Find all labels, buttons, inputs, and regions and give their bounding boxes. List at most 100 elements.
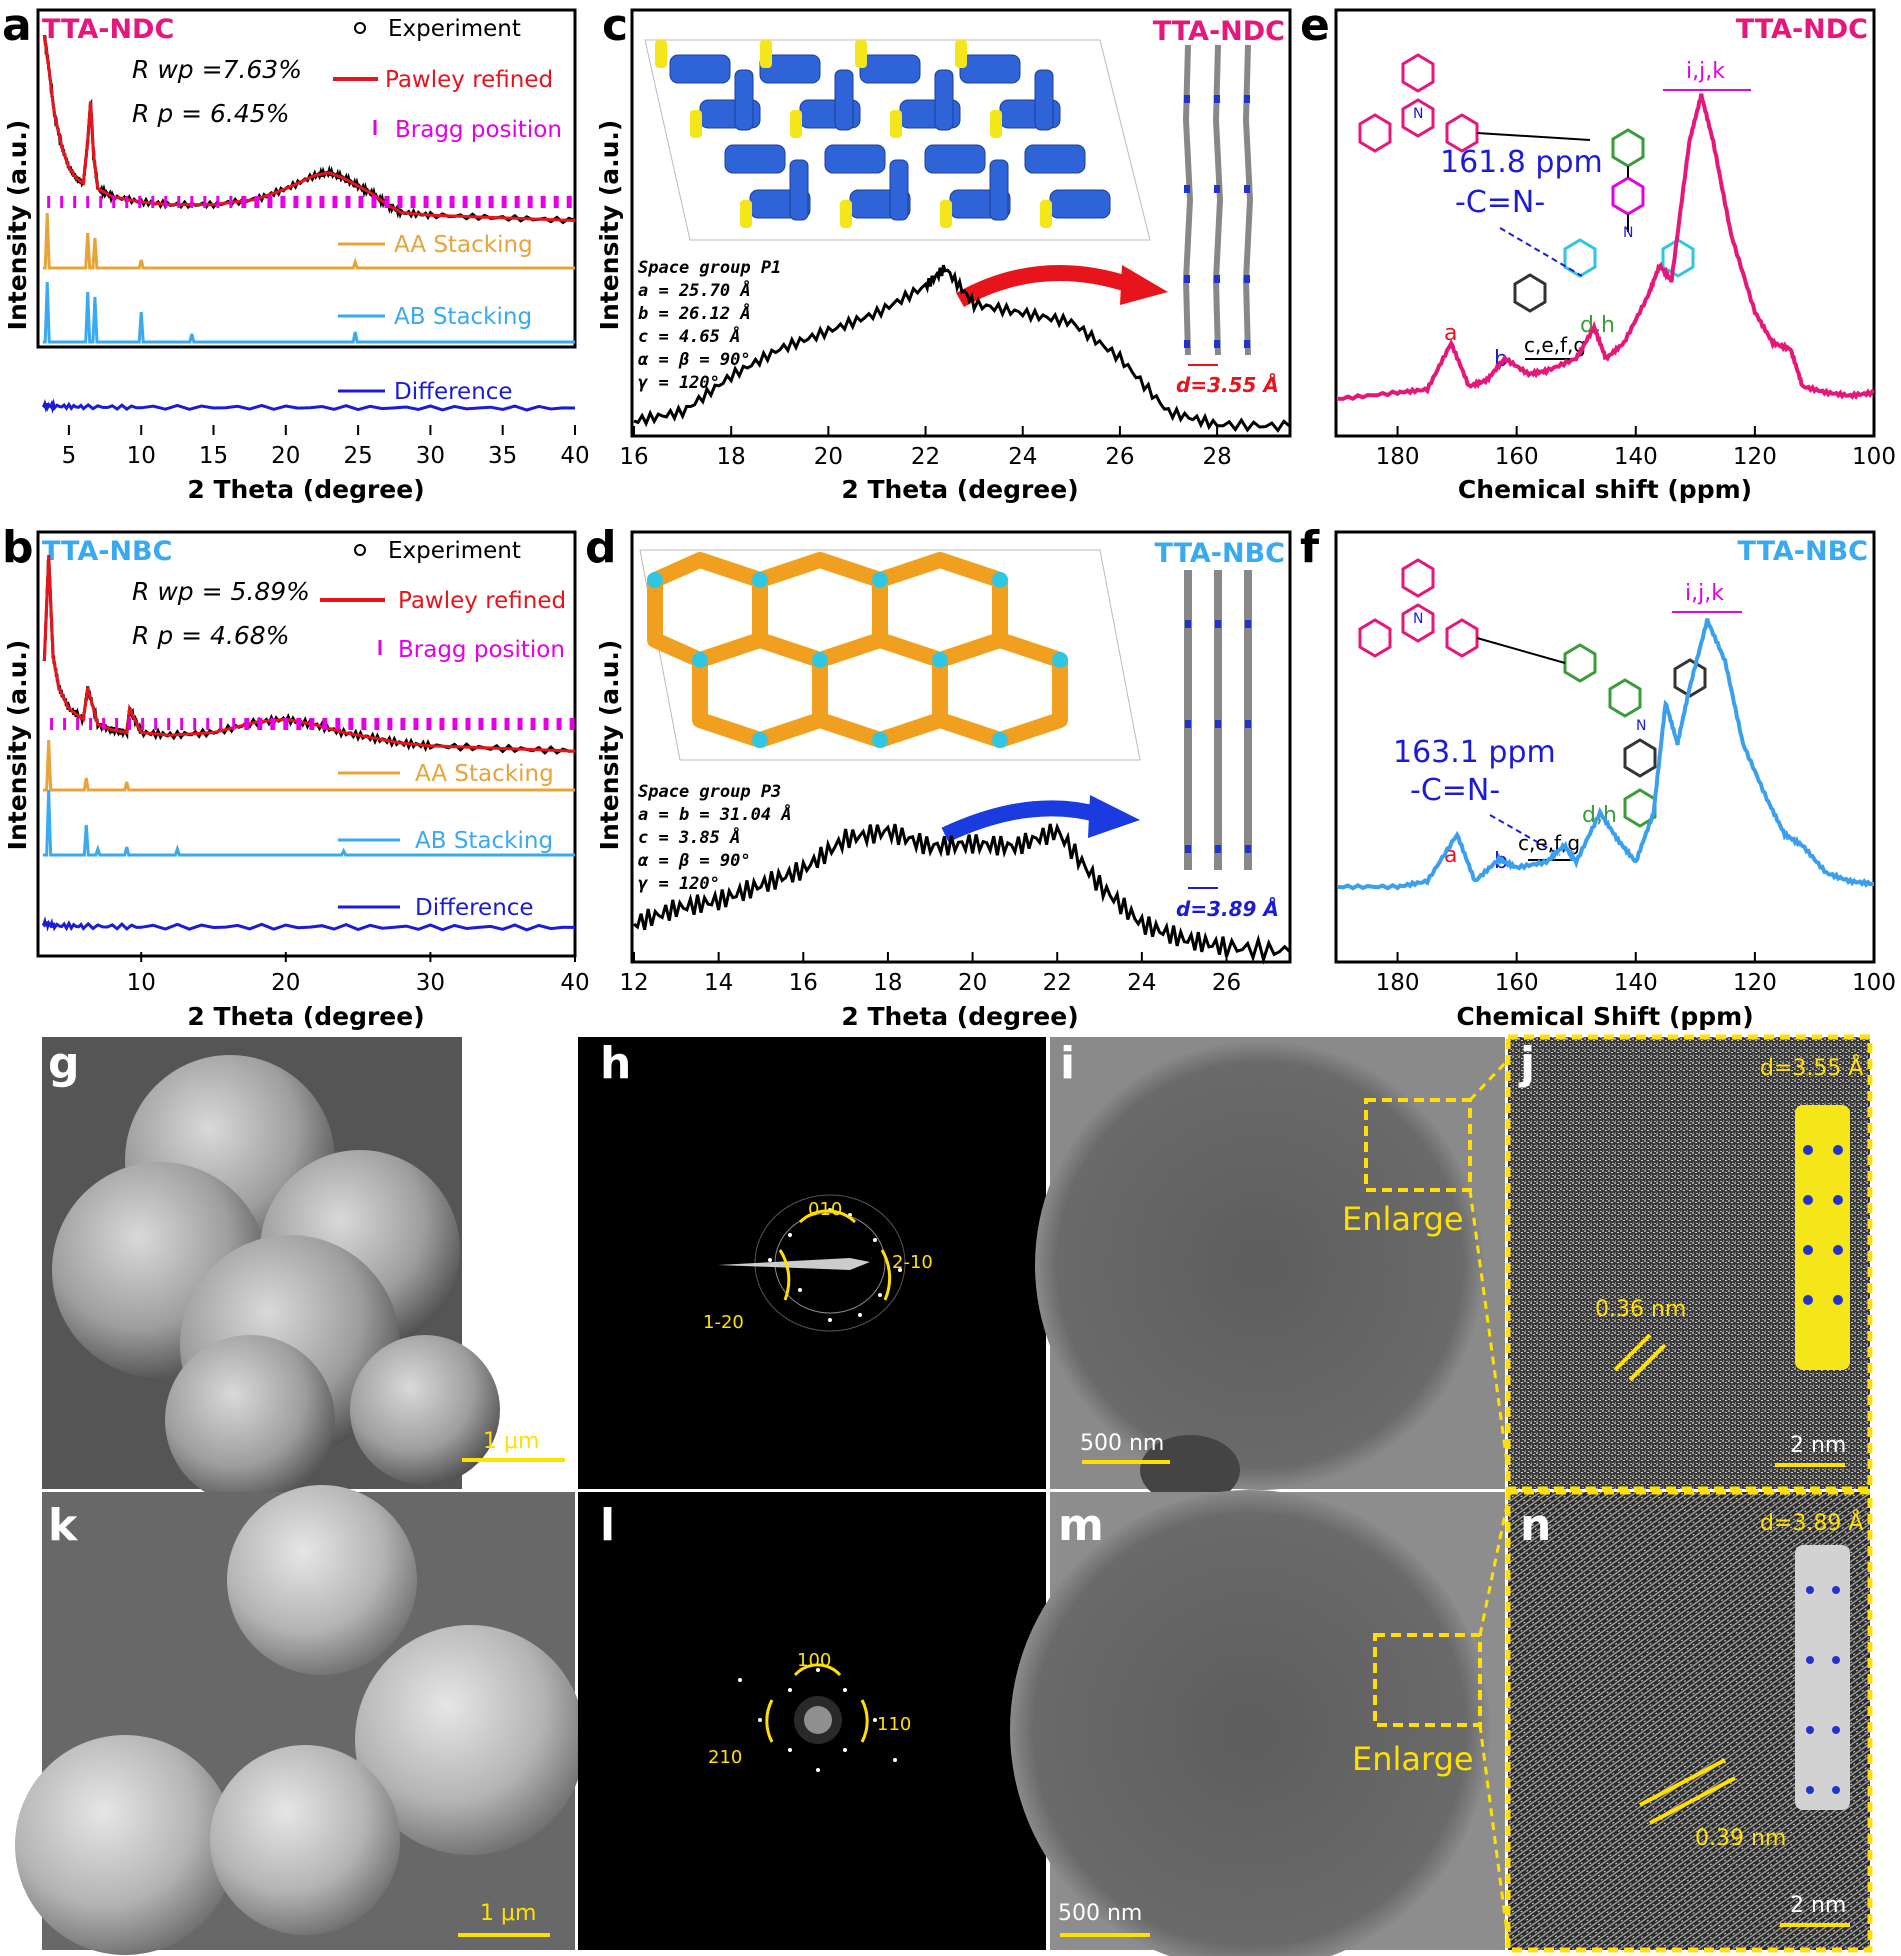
panel-l: l 100 110 210 xyxy=(578,1492,1046,1950)
triazine-n: N xyxy=(1413,106,1423,122)
x-tick-label: 12 xyxy=(619,970,648,996)
ndc-stacking-model xyxy=(1182,44,1254,356)
panel-d-frame xyxy=(630,530,1292,964)
x-tick-label: 100 xyxy=(1852,970,1896,996)
panel-f-frame xyxy=(1334,530,1876,964)
x-tick-label: 35 xyxy=(488,443,517,469)
panel-j-letter: j xyxy=(1518,1038,1535,1089)
pxrd-line xyxy=(633,264,1291,433)
stacking-model-yellow xyxy=(1795,1105,1850,1370)
x-tick-label: 140 xyxy=(1614,970,1658,996)
panel-b-curves xyxy=(41,554,576,932)
x-tick-label: 30 xyxy=(416,443,445,469)
panel-k-scale: 1 μm xyxy=(480,1901,536,1926)
panel-f-xticks: 180 160 140 120 100 xyxy=(1376,952,1896,996)
x-tick-label: 120 xyxy=(1733,444,1777,470)
x-tick-label: 18 xyxy=(873,970,902,996)
hrtem-frame-n xyxy=(1505,1489,1873,1953)
x-tick-label: 24 xyxy=(1008,444,1037,470)
panel-j-scale: 2 nm xyxy=(1790,1433,1846,1458)
panel-i: Enlarge i 500 nm xyxy=(1035,1037,1505,1505)
panel-a-ylabel: Intensity (a.u.) xyxy=(3,120,32,331)
x-tick-label: 16 xyxy=(789,970,818,996)
panel-e-xticks: 180 160 140 120 100 xyxy=(1376,426,1896,470)
panel-b-xticks: 10 20 30 40 xyxy=(127,952,590,996)
panel-e-cefg: c,e,f,g xyxy=(1524,333,1586,357)
stacking-model-grey xyxy=(1795,1545,1850,1810)
panel-d-param-gamma: γ = 120° xyxy=(638,874,720,894)
panel-j-spacing: 0.36 nm xyxy=(1595,1297,1686,1322)
legend-difference: Difference xyxy=(394,379,513,405)
enlarge-box xyxy=(1373,1633,1482,1727)
x-tick-label: 15 xyxy=(199,443,228,469)
panel-f-curves xyxy=(1337,618,1875,891)
x-tick-label: 26 xyxy=(1105,444,1134,470)
x-tick-label: 22 xyxy=(1043,970,1072,996)
saed-label-210: 210 xyxy=(708,1747,742,1768)
panel-a-xticks: 5 10 15 20 25 30 35 40 xyxy=(62,425,590,469)
x-tick-label: 30 xyxy=(416,970,445,996)
panel-e-xlabel: Chemical shift (ppm) xyxy=(1458,475,1752,504)
panel-b-rwp: R wp = 5.89% xyxy=(132,577,310,606)
nbc-framework-model xyxy=(639,549,1141,761)
x-tick-label: 180 xyxy=(1376,444,1420,470)
ndc-stacking-nitrogens xyxy=(1184,95,1250,348)
x-tick-label: 22 xyxy=(911,444,940,470)
panel-b-letter: b xyxy=(2,522,34,573)
panel-c-letter: c xyxy=(602,0,628,51)
panel-d-title: TTA-NBC xyxy=(1155,538,1285,569)
legend-experiment-marker xyxy=(354,544,366,556)
enlarge-box xyxy=(1364,1098,1472,1192)
difference-line xyxy=(41,398,576,414)
panel-f-dashed-arrow xyxy=(1489,814,1561,856)
x-tick-label: 24 xyxy=(1127,970,1156,996)
saed-label-010: 010 xyxy=(808,1199,842,1220)
x-tick-label: 20 xyxy=(958,970,987,996)
legend-experiment: Experiment xyxy=(388,538,521,564)
panel-n-scale: 2 nm xyxy=(1790,1893,1846,1918)
panel-e-curves xyxy=(1337,93,1875,401)
panel-n-d: d=3.89 Å xyxy=(1760,1509,1863,1536)
x-tick-label: 14 xyxy=(704,970,733,996)
panel-e-ijk: i,j,k xyxy=(1686,59,1725,84)
panel-c-xlabel: 2 Theta (degree) xyxy=(841,475,1078,504)
panel-d-ylabel: Intensity (a.u.) xyxy=(595,640,624,851)
panel-m-enlarge: Enlarge xyxy=(1352,1740,1474,1778)
nbc-stacking-nitrogens xyxy=(1185,620,1251,853)
amine-n: N xyxy=(1623,225,1633,241)
panel-a-rp: R p = 6.45% xyxy=(132,99,289,128)
ndc-framework-model xyxy=(644,39,1151,241)
x-tick-label: 20 xyxy=(814,444,843,470)
x-tick-label: 100 xyxy=(1852,444,1896,470)
pawley-line xyxy=(42,34,576,222)
panel-a-curves xyxy=(41,34,576,414)
aa-stacking-line xyxy=(42,739,575,792)
aa-stacking-line xyxy=(42,212,575,270)
x-tick-label: 28 xyxy=(1202,444,1231,470)
panel-b-rp: R p = 4.68% xyxy=(132,621,289,650)
panel-e-ppm: 161.8 ppm xyxy=(1440,145,1603,180)
panel-c-param-c: c = 4.65 Å xyxy=(638,325,740,347)
panel-n: n d=3.89 Å 0.39 nm 2 nm xyxy=(1478,1489,1873,1953)
panel-g-scale: 1 μm xyxy=(483,1429,539,1454)
panel-f-title: TTA-NBC xyxy=(1738,536,1868,567)
x-tick-label: 140 xyxy=(1614,444,1658,470)
amine-n: N xyxy=(1636,718,1646,734)
panel-a-title: TTA-NDC xyxy=(42,14,174,45)
panel-e-dashed-arrow xyxy=(1499,227,1583,277)
legend-difference: Difference xyxy=(415,895,534,921)
panel-f: f TTA-NBC N N 163.1 ppm -C=N- i,j,k a b … xyxy=(1300,522,1896,1031)
panel-a-frame xyxy=(36,8,577,349)
x-tick-label: 18 xyxy=(717,444,746,470)
panel-e-peak-a: a xyxy=(1444,321,1457,346)
panel-d-curves xyxy=(633,822,1292,965)
legend-experiment: Experiment xyxy=(388,16,521,42)
panel-d: d TTA-NBC xyxy=(585,522,1292,1031)
panel-f-letter: f xyxy=(1300,522,1320,573)
x-tick-label: 10 xyxy=(127,970,156,996)
panel-n-letter: n xyxy=(1520,1500,1551,1551)
panel-c-curves xyxy=(633,264,1291,433)
x-tick-label: 40 xyxy=(560,443,589,469)
panel-i-scale: 500 nm xyxy=(1080,1431,1164,1456)
panel-c-d-spacing: d=3.55 Å xyxy=(1176,373,1279,397)
